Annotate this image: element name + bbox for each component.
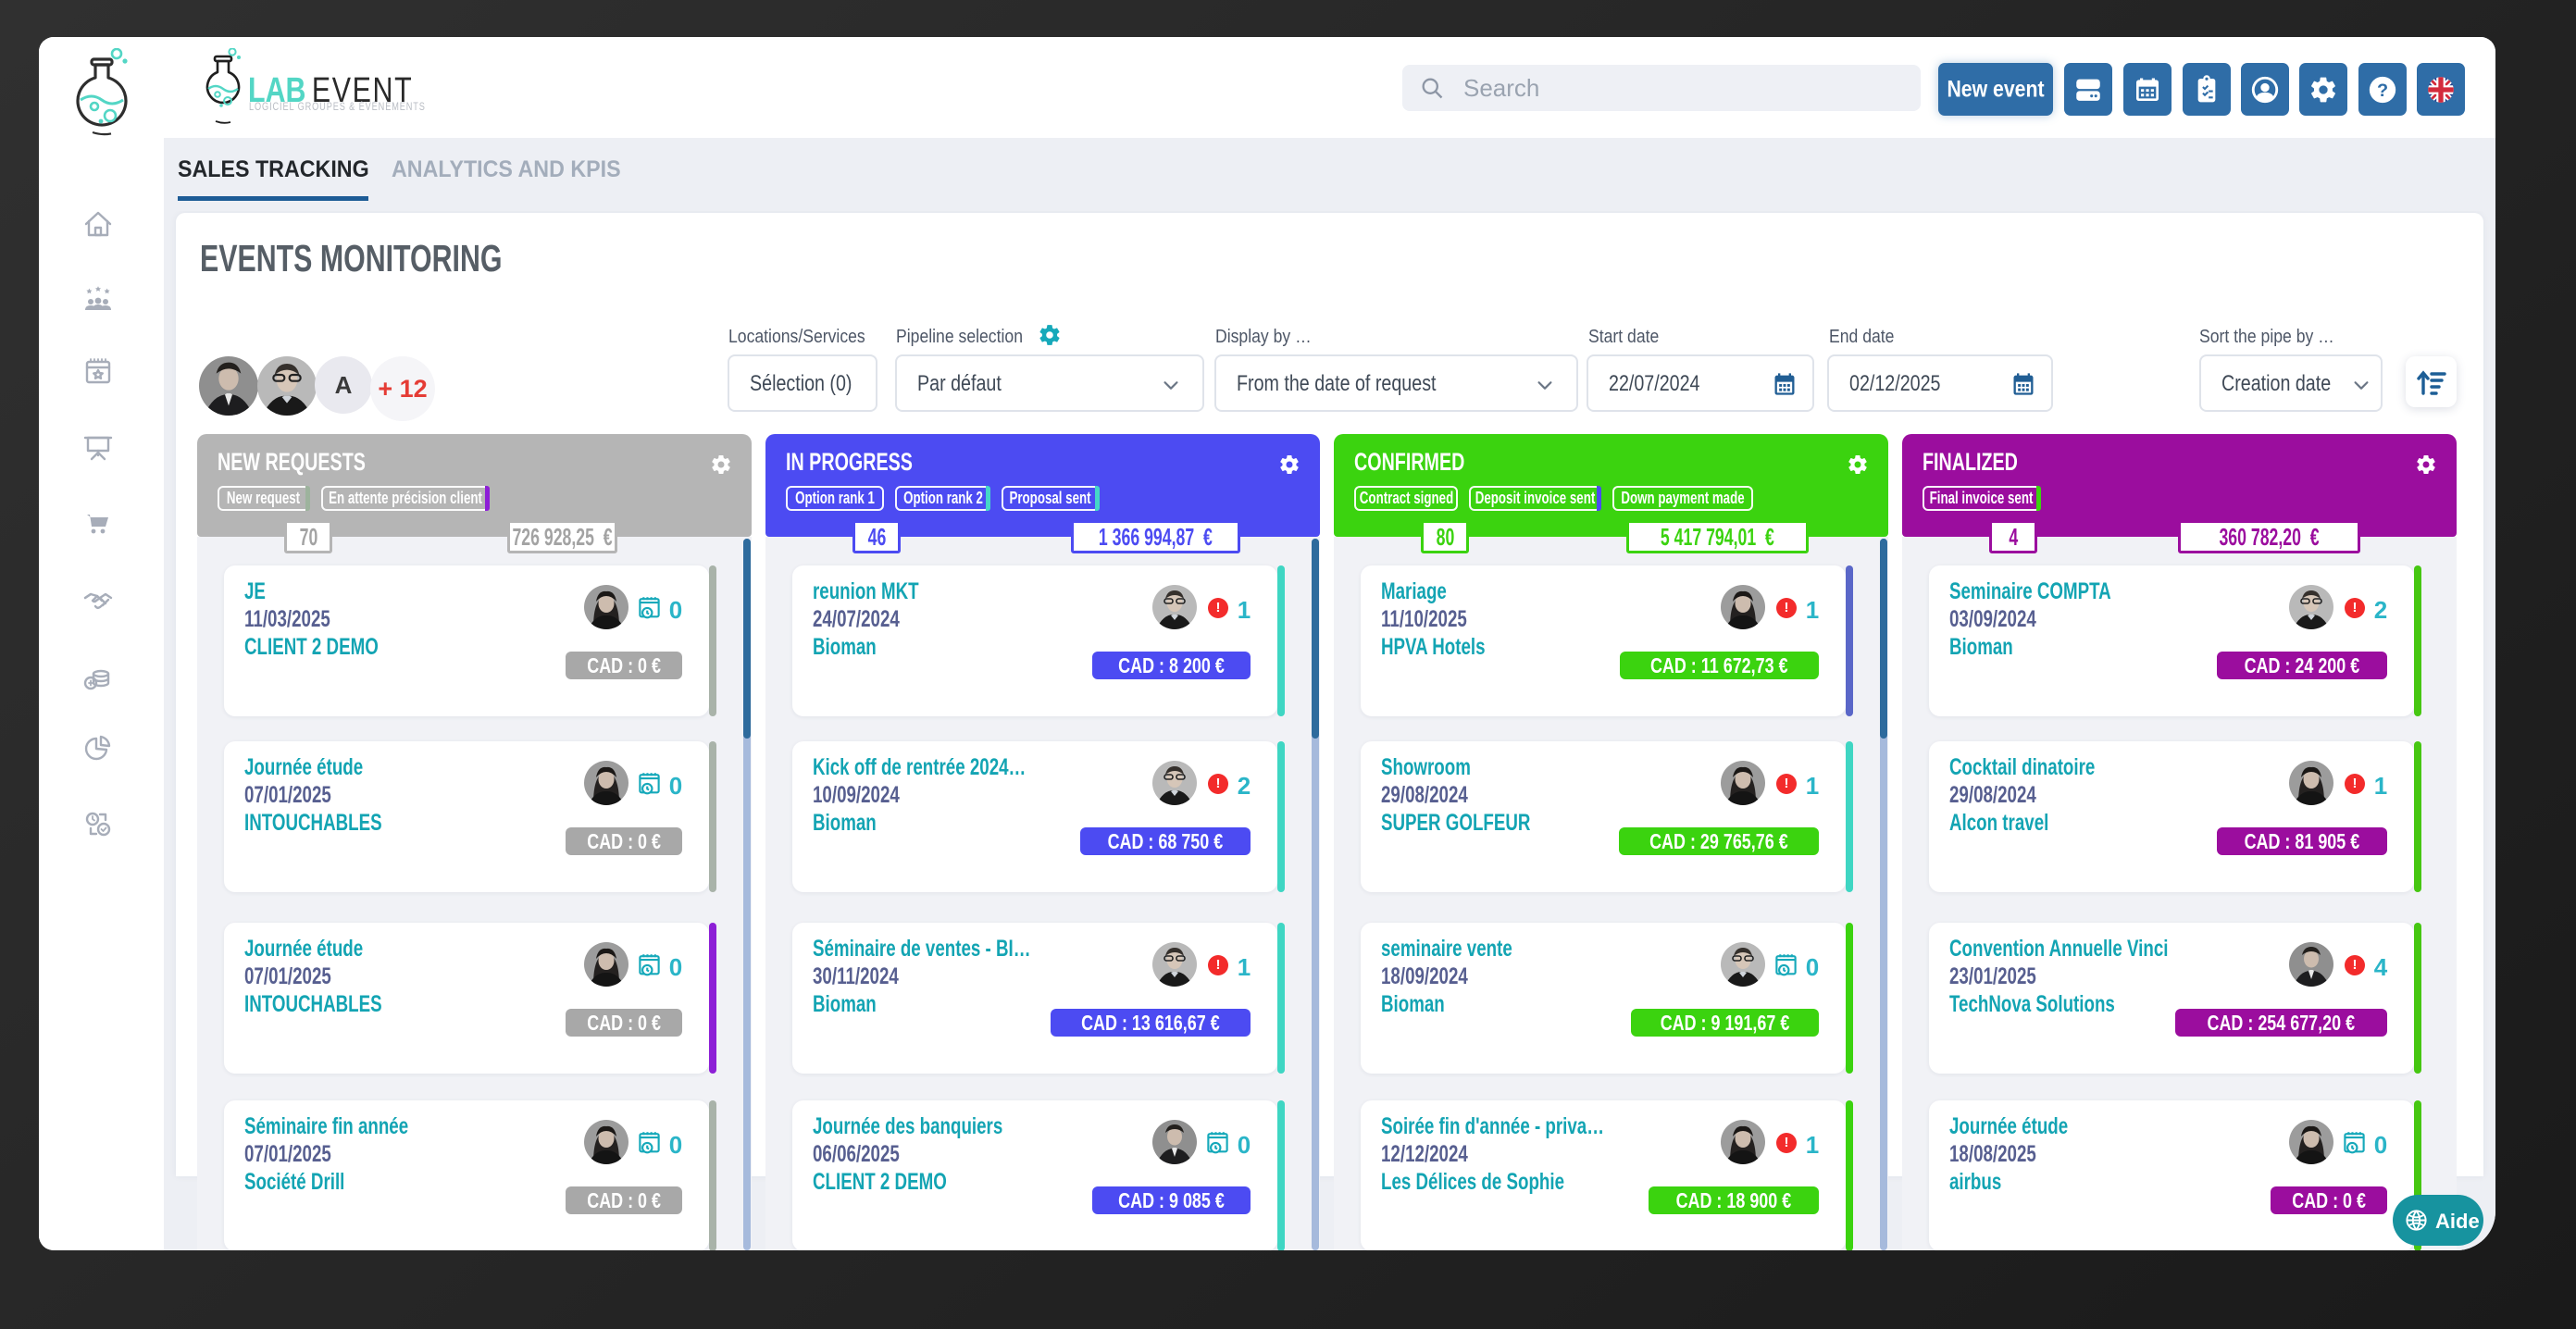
svg-text:?: ?: [2377, 81, 2388, 101]
